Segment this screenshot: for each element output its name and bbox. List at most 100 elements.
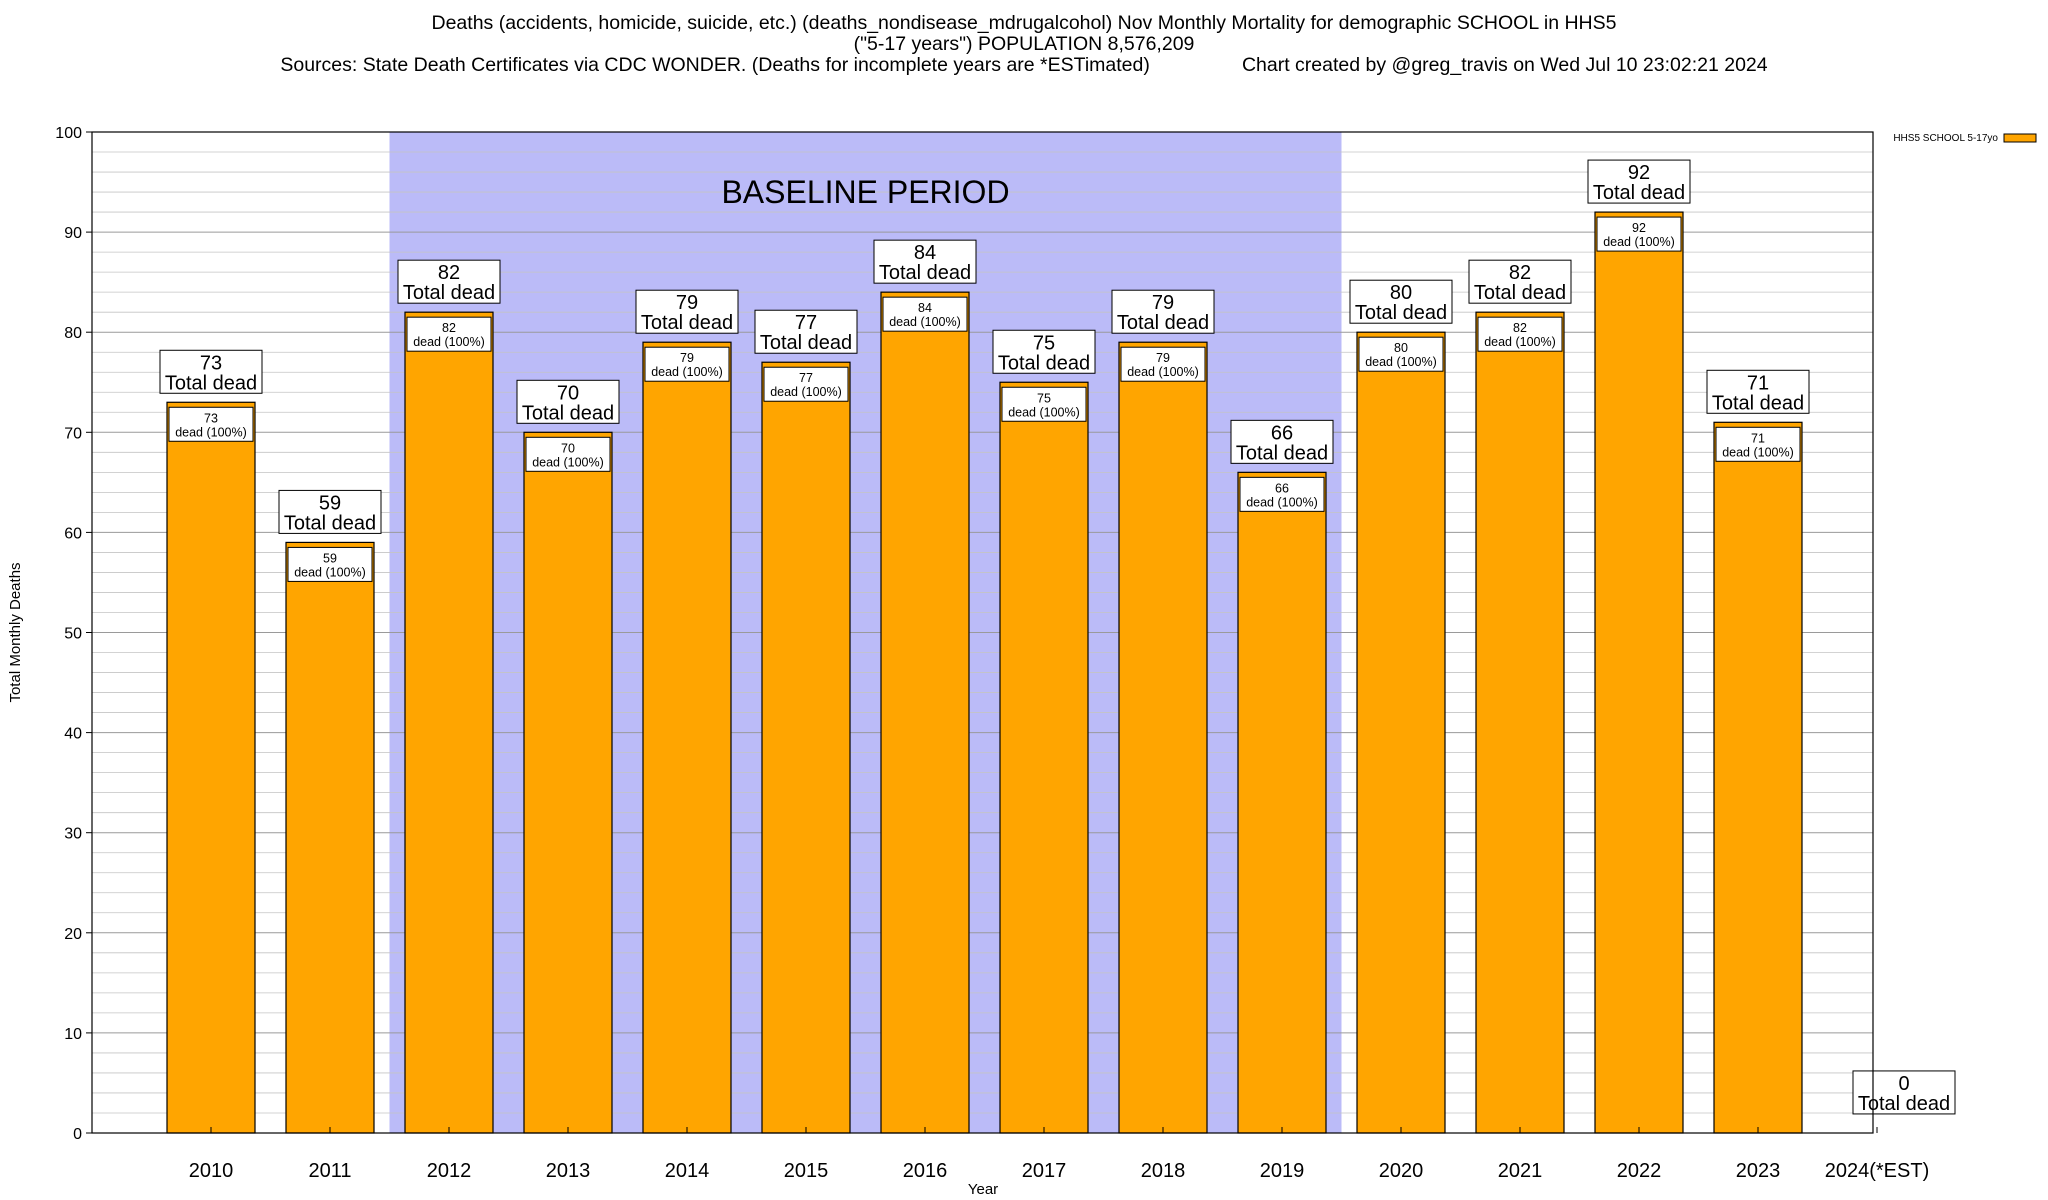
y-tick-label: 0: [73, 1126, 82, 1143]
y-tick-label: 40: [64, 726, 82, 743]
bar-inner-label-box: [763, 366, 849, 402]
bar-inner-label: dead (100%): [1722, 445, 1794, 459]
bar-inner-value: 73: [204, 411, 218, 425]
total-label-box: [1587, 159, 1691, 204]
bar: [642, 341, 732, 1134]
x-tick-label: 2010: [189, 1160, 234, 1182]
x-tick-label: 2021: [1498, 1160, 1543, 1182]
bar: [999, 381, 1089, 1134]
x-tick-label: 2017: [1022, 1160, 1067, 1182]
baseline-label: BASELINE PERIOD: [721, 174, 1009, 210]
total-value-label: 79: [676, 292, 698, 314]
x-tick-label: 2012: [427, 1160, 472, 1182]
y-tick-label: 70: [64, 425, 82, 442]
total-label-box: [516, 379, 620, 424]
bar: [1356, 331, 1446, 1134]
total-value-label: 82: [1509, 262, 1531, 284]
bar-inner-label-box: [1358, 336, 1444, 372]
bar-inner-label: dead (100%): [1484, 335, 1556, 349]
bar-inner-label: dead (100%): [1008, 405, 1080, 419]
x-tick-label: 2019: [1260, 1160, 1305, 1182]
total-dead-label: Total dead: [760, 332, 852, 354]
bar-inner-value: 59: [323, 551, 337, 565]
total-label-box: [992, 329, 1096, 374]
total-label-box: [635, 289, 739, 334]
x-axis-title: Year: [968, 1181, 998, 1198]
total-dead-label: Total dead: [641, 312, 733, 334]
bar: [1713, 421, 1803, 1134]
bar-inner-value: 75: [1037, 391, 1051, 405]
bar: [166, 401, 256, 1134]
total-dead-label: Total dead: [879, 262, 971, 284]
total-label-box: [1349, 279, 1453, 324]
x-tick-label: 2023: [1736, 1160, 1781, 1182]
bar: [523, 431, 613, 1134]
plot-border: [91, 131, 1874, 1134]
bar-inner-label: dead (100%): [651, 365, 723, 379]
chart-title: Deaths (accidents, homicide, suicide, et…: [431, 12, 1617, 34]
bar-inner-value: 82: [1513, 321, 1527, 335]
total-label-box: [159, 349, 263, 394]
total-dead-label: Total dead: [1712, 392, 1804, 414]
total-label-box: [397, 259, 501, 304]
y-tick-label: 60: [64, 525, 82, 542]
bar: [880, 291, 970, 1134]
total-value-label: 84: [914, 242, 936, 264]
bar-inner-value: 80: [1394, 341, 1408, 355]
bar-inner-label: dead (100%): [175, 425, 247, 439]
x-tick-label: 2018: [1141, 1160, 1186, 1182]
legend-label: HHS5 SCHOOL 5-17yo: [1893, 133, 1998, 144]
total-value-label: 77: [795, 312, 817, 334]
y-axis-title: Total Monthly Deaths: [7, 562, 24, 702]
bar-inner-value: 82: [442, 321, 456, 335]
bar-inner-value: 79: [1156, 351, 1170, 365]
bar-inner-value: 92: [1632, 221, 1646, 235]
bar: [285, 541, 375, 1134]
bar-inner-label: dead (100%): [294, 565, 366, 579]
bar-inner-value: 84: [918, 301, 932, 315]
total-value-label: 59: [319, 492, 341, 514]
total-value-label: 79: [1152, 292, 1174, 314]
bar-inner-label-box: [1001, 386, 1087, 422]
bar-inner-label-box: [1239, 476, 1325, 512]
total-dead-label: Total dead: [1355, 302, 1447, 324]
total-label-box: [754, 309, 858, 354]
y-tick-label: 100: [55, 125, 82, 142]
bar: [1237, 471, 1327, 1134]
total-label-box: [1468, 259, 1572, 304]
bar-inner-label: dead (100%): [889, 315, 961, 329]
bar-inner-label-box: [882, 296, 968, 332]
total-dead-label: Total dead: [1236, 442, 1328, 464]
total-value-label: 92: [1628, 162, 1650, 184]
bar-inner-value: 71: [1751, 431, 1765, 445]
chart-source-line: Sources: State Death Certificates via CD…: [280, 54, 1768, 76]
bar-inner-label-box: [287, 546, 373, 582]
x-tick-label: 2013: [546, 1160, 591, 1182]
total-dead-label: Total dead: [522, 402, 614, 424]
bar-inner-value: 66: [1275, 481, 1289, 495]
y-tick-label: 50: [64, 626, 82, 643]
bar-inner-label-box: [644, 346, 730, 382]
bar-inner-label-box: [168, 406, 254, 442]
total-label-box: [278, 489, 382, 534]
total-dead-label: Total dead: [165, 372, 257, 394]
legend-swatch: [2003, 133, 2037, 143]
bar: [761, 361, 851, 1134]
total-value-label: 82: [438, 262, 460, 284]
bar: [404, 311, 494, 1134]
x-tick-label: 2024(*EST): [1825, 1160, 1930, 1182]
bar-inner-label: dead (100%): [1246, 495, 1318, 509]
x-tick-label: 2011: [308, 1160, 351, 1182]
total-dead-label: Total dead: [1593, 182, 1685, 204]
chart-subtitle: ("5-17 years") POPULATION 8,576,209: [853, 33, 1195, 55]
total-label-box: [1852, 1070, 1956, 1115]
total-dead-label: Total dead: [284, 512, 376, 534]
bar-inner-label-box: [1596, 216, 1682, 252]
total-dead-label: Total dead: [1474, 282, 1566, 304]
total-value-label: 66: [1271, 422, 1293, 444]
bar-inner-label: dead (100%): [1365, 355, 1437, 369]
y-tick-label: 80: [64, 325, 82, 342]
total-dead-label: Total dead: [1117, 312, 1209, 334]
bar: [1594, 211, 1684, 1134]
bar: [1475, 311, 1565, 1134]
